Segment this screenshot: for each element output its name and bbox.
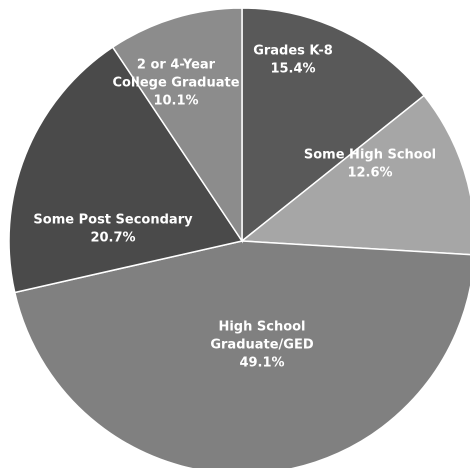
slice-category-label: High School <box>218 320 305 335</box>
slice-category-label: 2 or 4-Year <box>137 58 216 73</box>
slice-value-label: 15.4% <box>270 62 315 77</box>
pie-slice-4 <box>111 7 243 244</box>
slice-labels: Grades K-8 15.4% Some High School 12.6% High… <box>33 44 436 371</box>
slice-label-4: 2 or 4-Year College Graduate 10.1% <box>112 58 239 109</box>
slice-value-label: 12.6% <box>347 166 392 181</box>
slice-category-label: Some High School <box>304 148 436 163</box>
pie-slice-0 <box>241 7 426 243</box>
slice-value-label: 20.7% <box>90 231 135 246</box>
slice-label-3: Some Post Secondary 20.7% <box>33 213 193 246</box>
slice-label-0: Grades K-8 15.4% <box>253 44 333 77</box>
pie-slice-1 <box>240 94 470 256</box>
slice-label-1: Some High School 12.6% <box>304 148 436 181</box>
slice-category-label: Grades K-8 <box>253 44 333 59</box>
slice-value-label: 10.1% <box>153 94 198 109</box>
slice-label-2: High School Graduate/GED 49.1% <box>210 320 314 371</box>
pie-slice-2 <box>13 240 470 468</box>
slice-value-label: 49.1% <box>239 356 284 371</box>
pie-slice-3 <box>8 46 244 294</box>
slices <box>8 7 470 468</box>
slice-category-label: Graduate/GED <box>210 338 314 353</box>
slice-category-label: College Graduate <box>112 76 239 91</box>
slice-category-label: Some Post Secondary <box>33 213 193 228</box>
